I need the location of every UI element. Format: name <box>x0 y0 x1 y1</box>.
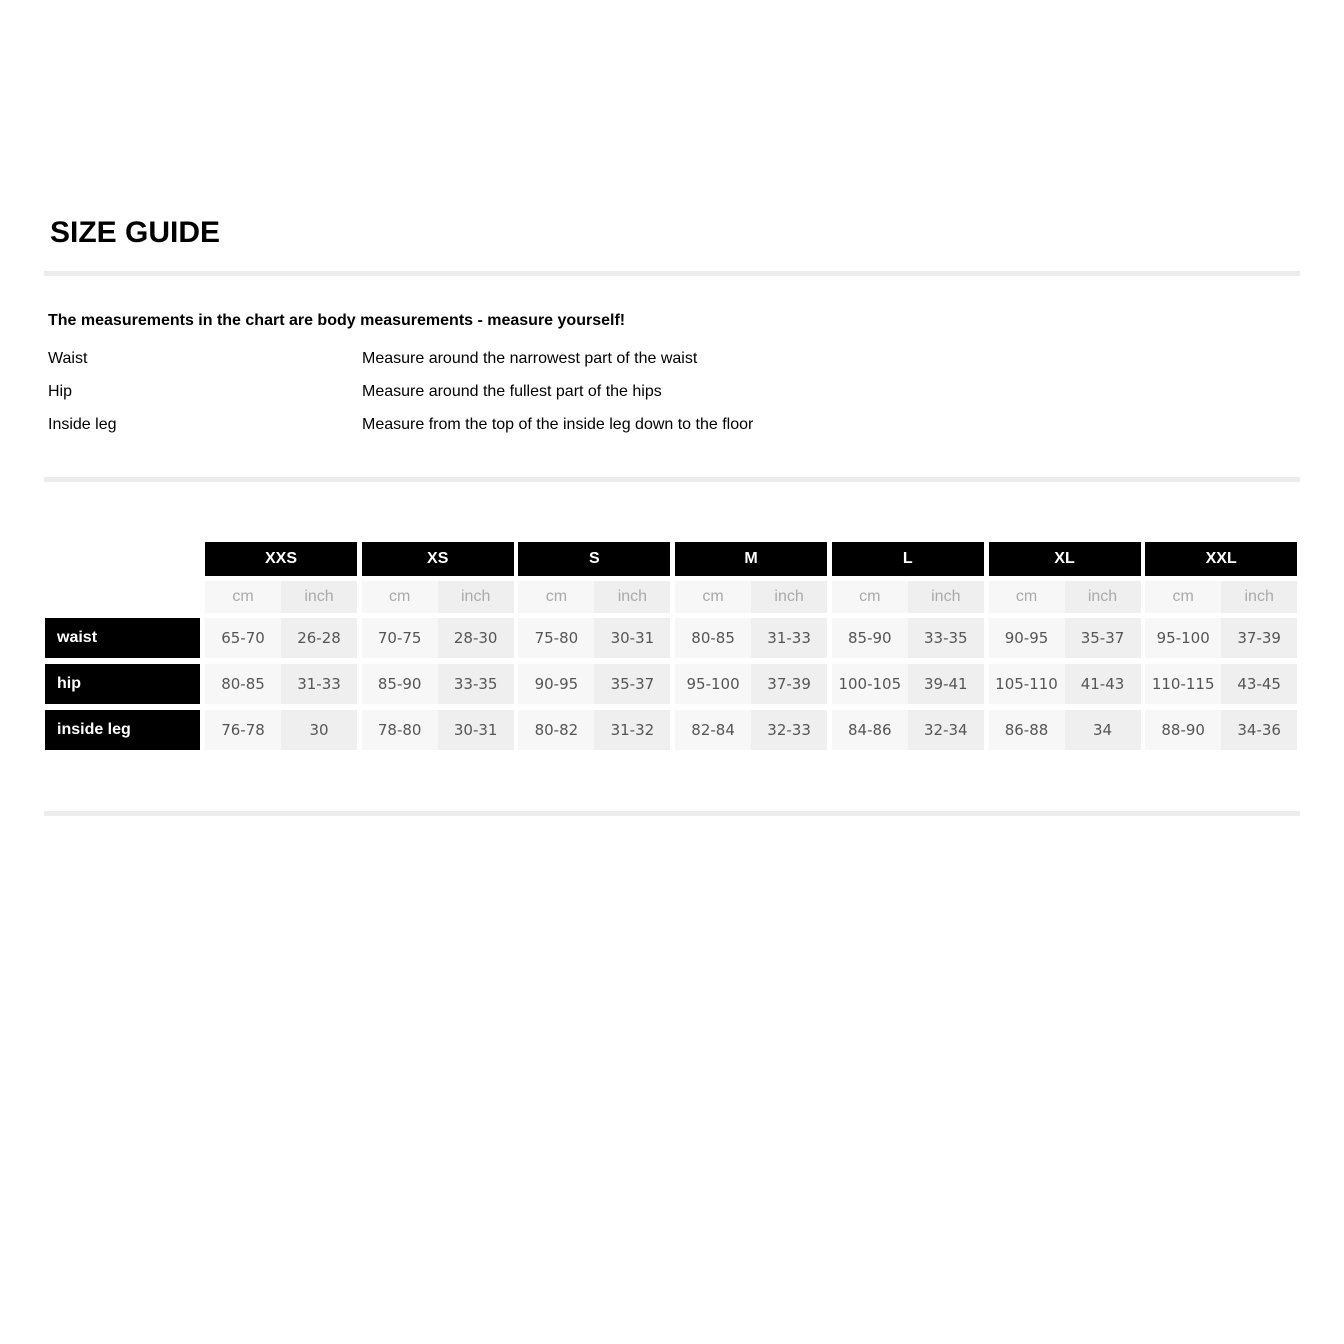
table-cell: 80-85 <box>205 664 281 704</box>
table-cell: 26-28 <box>281 618 357 658</box>
unit-header-inch: inch <box>281 581 357 613</box>
table-cell: 31-33 <box>281 664 357 704</box>
table-cell: 70-75 <box>361 618 438 658</box>
row-label: hip <box>45 664 200 704</box>
table-cell: 85-90 <box>361 664 438 704</box>
table-cell: 35-37 <box>1064 618 1141 658</box>
unit-header-cm: cm <box>1145 581 1222 613</box>
table-cell: 85-90 <box>831 618 908 658</box>
table-cell: 100-105 <box>831 664 908 704</box>
table-cell: 76-78 <box>205 710 281 750</box>
size-header: XXL <box>1145 542 1298 576</box>
table-cell: 30 <box>281 710 357 750</box>
unit-header-inch: inch <box>1221 581 1298 613</box>
unit-header-cm: cm <box>518 581 595 613</box>
divider <box>44 811 1300 816</box>
table-cell: 37-39 <box>1221 618 1298 658</box>
table-cell: 82-84 <box>675 710 752 750</box>
unit-header-cm: cm <box>988 581 1065 613</box>
table-cell: 32-33 <box>751 710 828 750</box>
size-header: XS <box>361 542 514 576</box>
table-cell: 37-39 <box>751 664 828 704</box>
table-cell: 30-31 <box>437 710 514 750</box>
table-cell: 90-95 <box>518 664 595 704</box>
measurement-description: Measure around the fullest part of the h… <box>362 383 662 400</box>
table-cell: 110-115 <box>1145 664 1222 704</box>
unit-header-cm: cm <box>831 581 908 613</box>
unit-header-inch: inch <box>751 581 828 613</box>
table-cell: 41-43 <box>1064 664 1141 704</box>
table-cell: 84-86 <box>831 710 908 750</box>
table-cell: 33-35 <box>437 664 514 704</box>
table-cell: 30-31 <box>594 618 671 658</box>
measurement-description: Measure around the narrowest part of the… <box>362 350 698 367</box>
table-cell: 80-85 <box>675 618 752 658</box>
size-header: XXS <box>205 542 357 576</box>
table-cell: 31-33 <box>751 618 828 658</box>
table-cell: 33-35 <box>907 618 984 658</box>
table-cell: 39-41 <box>907 664 984 704</box>
table-cell: 32-34 <box>907 710 984 750</box>
unit-header-cm: cm <box>361 581 438 613</box>
table-cell: 35-37 <box>594 664 671 704</box>
table-cell: 43-45 <box>1221 664 1298 704</box>
unit-header-inch: inch <box>1064 581 1141 613</box>
table-cell: 86-88 <box>988 710 1065 750</box>
divider <box>44 477 1300 482</box>
unit-header-inch: inch <box>437 581 514 613</box>
row-label: inside leg <box>45 710 200 750</box>
table-cell: 28-30 <box>437 618 514 658</box>
table-cell: 95-100 <box>675 664 752 704</box>
measurement-row-hip: Hip Measure around the fullest part of t… <box>48 383 662 401</box>
size-header: XL <box>988 542 1141 576</box>
size-header: M <box>675 542 828 576</box>
unit-header-cm: cm <box>675 581 752 613</box>
measurement-row-inside-leg: Inside leg Measure from the top of the i… <box>48 416 753 434</box>
table-cell: 78-80 <box>361 710 438 750</box>
measurement-row-waist: Waist Measure around the narrowest part … <box>48 350 697 368</box>
measurement-description: Measure from the top of the inside leg d… <box>362 416 754 433</box>
divider <box>44 271 1300 276</box>
page-title: SIZE GUIDE <box>50 216 221 249</box>
table-cell: 90-95 <box>988 618 1065 658</box>
measurement-label: Waist <box>48 350 88 367</box>
table-cell: 105-110 <box>988 664 1065 704</box>
unit-header-inch: inch <box>907 581 984 613</box>
size-header: S <box>518 542 671 576</box>
table-cell: 34 <box>1064 710 1141 750</box>
size-header: L <box>831 542 984 576</box>
row-label: waist <box>45 618 200 658</box>
table-cell: 65-70 <box>205 618 281 658</box>
table-cell: 75-80 <box>518 618 595 658</box>
measurement-label: Hip <box>48 383 73 400</box>
table-cell: 95-100 <box>1145 618 1222 658</box>
unit-header-inch: inch <box>594 581 671 613</box>
unit-header-cm: cm <box>205 581 281 613</box>
table-cell: 34-36 <box>1221 710 1298 750</box>
table-cell: 80-82 <box>518 710 595 750</box>
table-cell: 88-90 <box>1145 710 1222 750</box>
measurement-label: Inside leg <box>48 416 117 433</box>
table-cell: 31-32 <box>594 710 671 750</box>
intro-text: The measurements in the chart are body m… <box>48 312 626 329</box>
